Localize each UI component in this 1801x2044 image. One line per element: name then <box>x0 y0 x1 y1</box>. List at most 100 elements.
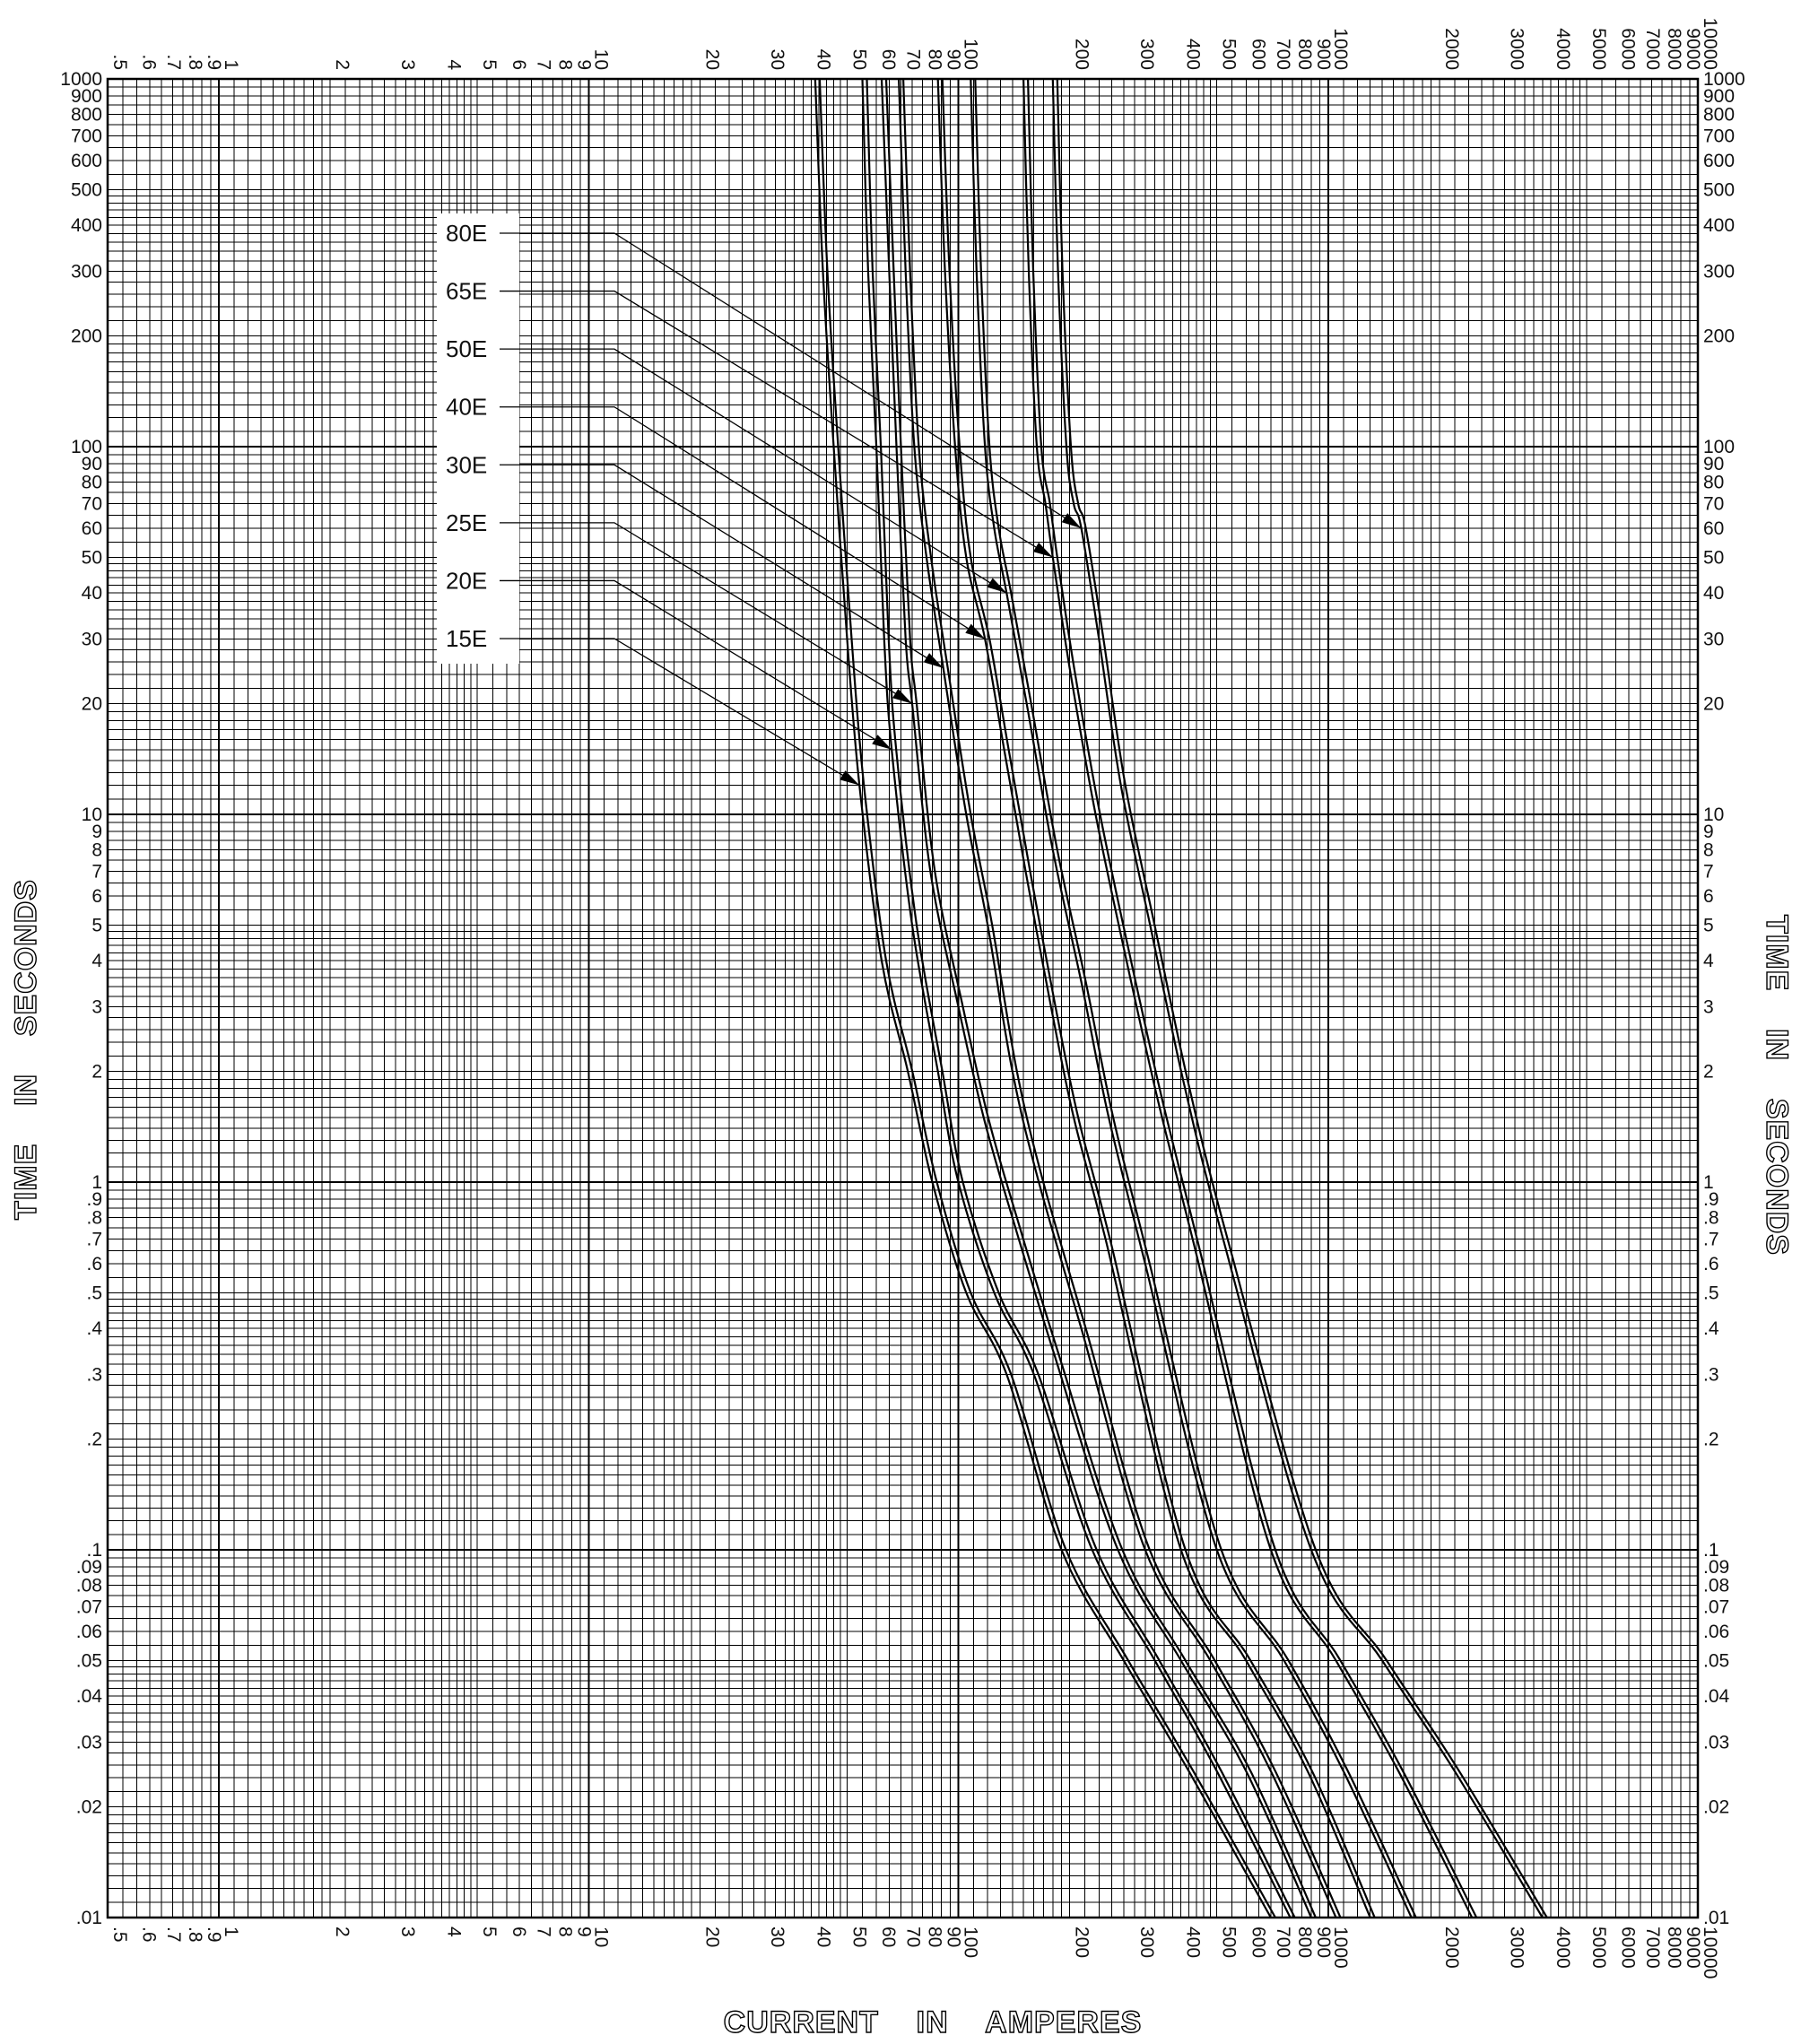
y-tick-label-right: 3 <box>1703 996 1714 1017</box>
leader-line-20E <box>500 579 892 751</box>
y-tick-label-left: .05 <box>76 1650 102 1671</box>
y-tick-label-right: 4 <box>1703 951 1714 971</box>
x-tick-label-bottom: 200 <box>1072 1927 1092 1958</box>
legend-box <box>437 213 519 664</box>
y-tick-label-left: .5 <box>86 1283 102 1303</box>
y-tick-label-left: .04 <box>76 1686 103 1707</box>
x-tick-label-bottom: 100 <box>961 1927 981 1958</box>
y-tick-label-left: .02 <box>76 1797 102 1818</box>
y-tick-label-left: 8 <box>91 840 102 861</box>
y-tick-label-right: 9 <box>1703 822 1714 842</box>
y-tick-label-left: .01 <box>76 1908 102 1928</box>
leader-arrow-15E <box>840 770 860 786</box>
x-tick-label-bottom: 40 <box>813 1927 834 1947</box>
x-tick-label-top: 700 <box>1273 39 1293 70</box>
curve-20E-min-melt <box>861 78 1292 1918</box>
y-tick-label-right: 400 <box>1703 215 1735 236</box>
y-tick-label-left: 20 <box>82 694 102 715</box>
x-tick-label-top: 30 <box>767 49 787 70</box>
curve-50E-min-melt <box>970 78 1413 1918</box>
curve-20E <box>861 78 1296 1918</box>
x-tick-label-top: 7 <box>533 59 553 70</box>
leader-arrow-50E <box>987 578 1007 594</box>
x-tick-label-top: 10 <box>590 49 611 70</box>
x-tick-label-bottom: 50 <box>848 1927 869 1947</box>
leader-line-65E <box>500 290 1054 558</box>
x-tick-label-top: 4000 <box>1553 28 1573 70</box>
x-tick-label-bottom: 2 <box>332 1927 352 1937</box>
y-tick-label-right: 900 <box>1703 86 1735 107</box>
y-tick-label-right: 80 <box>1703 473 1724 493</box>
y-tick-label-left: 1 <box>91 1172 102 1193</box>
x-tick-label-top: 20 <box>701 49 722 70</box>
x-tick-label-bottom: 9000 <box>1683 1927 1703 1969</box>
y-tick-label-right: 1 <box>1703 1172 1714 1193</box>
x-tick-label-bottom: 30 <box>767 1927 787 1947</box>
x-axis-title: CURRENT IN AMPERES <box>724 2005 1143 2040</box>
y-tick-label-right: 60 <box>1703 518 1724 539</box>
x-tick-label-top: 1 <box>221 59 241 70</box>
x-tick-label-top: 8000 <box>1664 28 1684 70</box>
x-tick-label-top: 300 <box>1136 39 1157 70</box>
y-tick-label-right: 700 <box>1703 126 1735 147</box>
y-tick-label-left: .9 <box>86 1189 102 1210</box>
legend-label-20E: 20E <box>446 567 487 594</box>
curve-25E-min-melt <box>880 78 1312 1918</box>
x-tick-label-top: 500 <box>1219 39 1240 70</box>
x-tick-label-top: 200 <box>1072 39 1092 70</box>
x-tick-label-bottom: 1 <box>221 1927 241 1937</box>
x-tick-label-top: 9 <box>573 59 594 70</box>
y-tick-label-left: 90 <box>82 454 102 474</box>
x-tick-label-bottom: 7000 <box>1642 1927 1663 1969</box>
x-tick-label-top: 600 <box>1248 39 1268 70</box>
y-tick-label-right: .5 <box>1703 1283 1719 1303</box>
x-tick-label-bottom: 6 <box>509 1927 529 1937</box>
y-tick-label-left: 300 <box>71 261 102 282</box>
y-tick-label-right: .08 <box>1703 1576 1729 1596</box>
leader-line-25E <box>500 522 913 705</box>
x-tick-label-top: 50 <box>848 49 869 70</box>
y-tick-label-left: .08 <box>76 1576 102 1596</box>
x-tick-label-top: 100 <box>961 39 981 70</box>
curve-80E-min-melt <box>1051 78 1544 1918</box>
y-axis-left-ticks: .01 .02 .03 .04 .05 .06 .07.08.09.1 .2 .3 .4 .5 .6.… <box>60 69 102 1928</box>
y-tick-label-right: .06 <box>1703 1622 1729 1642</box>
x-tick-label-bottom: 400 <box>1183 1927 1204 1958</box>
y-tick-label-right: 30 <box>1703 629 1724 649</box>
y-tick-label-right: .01 <box>1703 1908 1729 1928</box>
curve-65E-min-melt <box>1022 78 1474 1918</box>
y-tick-label-right: 8 <box>1703 840 1714 861</box>
curve-25E <box>880 78 1317 1918</box>
x-tick-label-bottom: 2000 <box>1441 1927 1462 1969</box>
y-tick-label-left: 30 <box>82 629 102 649</box>
x-tick-label-bottom: 700 <box>1273 1927 1293 1958</box>
x-tick-label-bottom: .7 <box>163 1927 184 1943</box>
x-tick-label-top: .9 <box>204 54 224 70</box>
x-tick-label-bottom: 9 <box>573 1927 594 1937</box>
x-tick-label-bottom: 3 <box>397 1927 418 1937</box>
y-tick-label-left: .09 <box>76 1557 102 1578</box>
curve-80E-total-clear <box>1056 78 1548 1918</box>
x-tick-label-top: 6000 <box>1618 28 1639 70</box>
y-tick-label-right: 200 <box>1703 326 1735 347</box>
x-tick-label-bottom: 500 <box>1219 1927 1240 1958</box>
curve-65E-total-clear <box>1027 78 1478 1918</box>
y-tick-label-right: .09 <box>1703 1557 1729 1578</box>
x-tick-label-top: 4 <box>443 59 464 70</box>
x-tick-label-bottom: 6000 <box>1618 1927 1639 1969</box>
curve-15E <box>813 78 1276 1918</box>
x-tick-label-bottom: .8 <box>185 1927 205 1943</box>
y-tick-label-right: .05 <box>1703 1650 1729 1671</box>
x-tick-label-top: 6 <box>509 59 529 70</box>
legend-label-40E: 40E <box>446 394 487 421</box>
x-tick-label-bottom: 90 <box>944 1927 964 1947</box>
x-tick-label-top: 2 <box>332 59 352 70</box>
leader-arrow-40E <box>965 623 986 639</box>
x-tick-label-top: 10000 <box>1700 18 1720 70</box>
y-tick-label-left: 3 <box>91 996 102 1017</box>
y-tick-label-left: 400 <box>71 215 102 236</box>
y-tick-label-left: 700 <box>71 126 102 147</box>
x-tick-label-bottom: 300 <box>1136 1927 1157 1958</box>
y-axis-title-right: TIME IN SECONDS <box>1760 915 1794 1256</box>
